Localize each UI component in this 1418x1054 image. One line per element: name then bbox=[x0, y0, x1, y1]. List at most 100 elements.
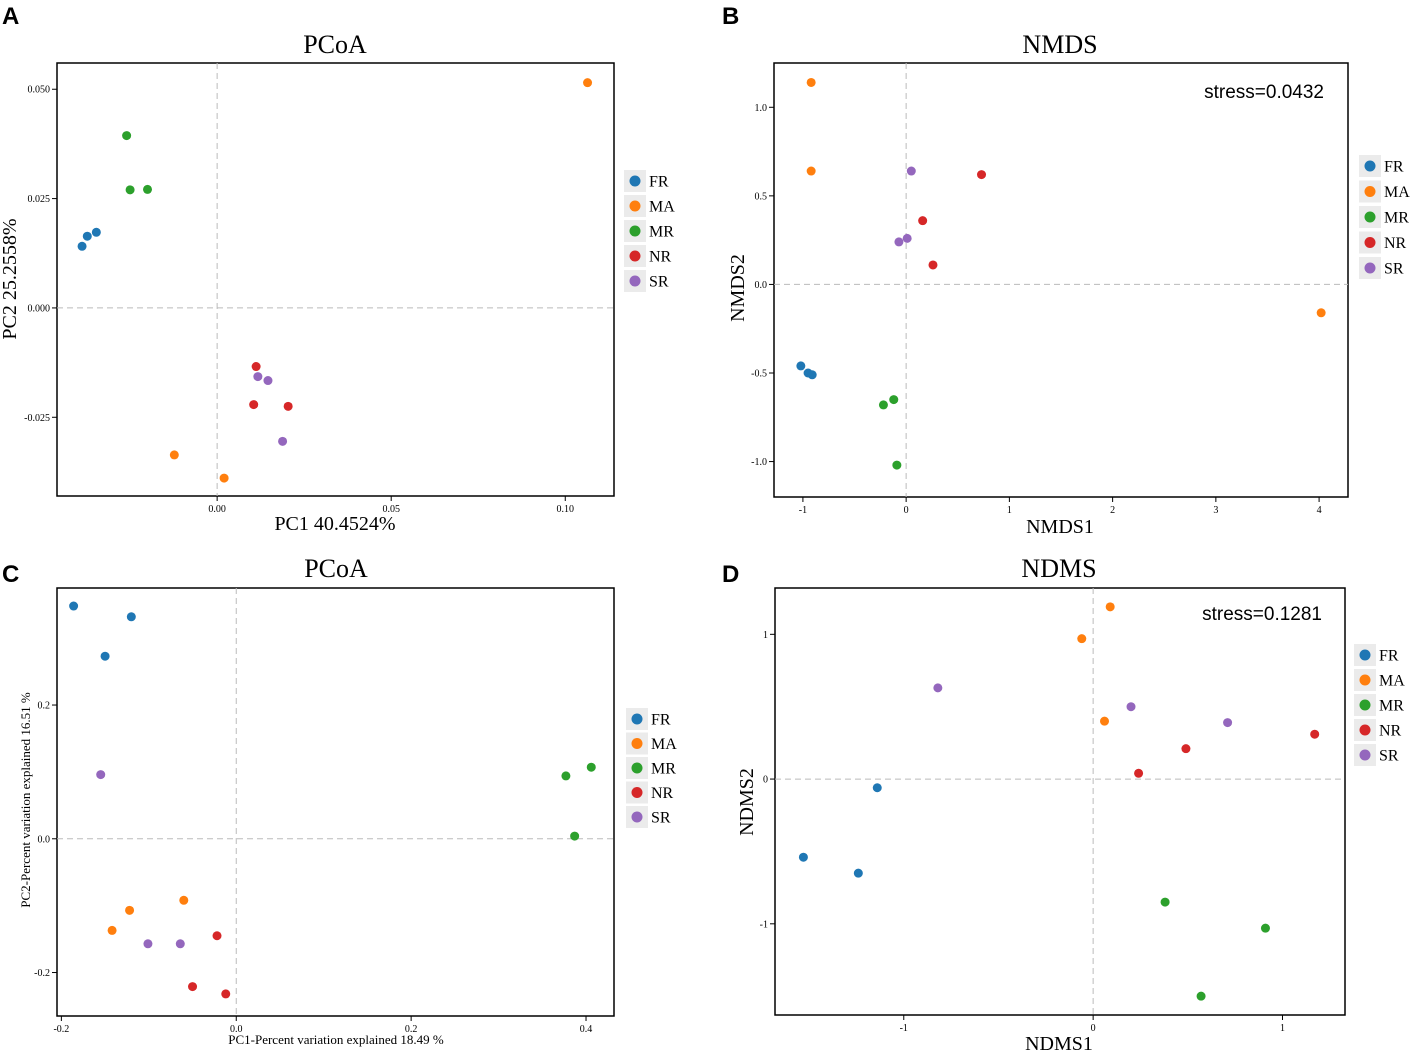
panel-b: B NMDS NMDS1 NMDS2 stress=0.0432 -1 0 1 2 3 4… bbox=[722, 3, 1410, 538]
legend-b: FR MA MR NR SR bbox=[1359, 155, 1410, 279]
x-tick-label-b: -1 bbox=[799, 505, 807, 516]
y-tick-label-d: -1 bbox=[760, 919, 768, 930]
point-sr-b bbox=[894, 237, 904, 247]
plot-frame-a bbox=[56, 62, 615, 497]
chart-title-d: NDMS bbox=[1021, 554, 1096, 583]
point-mr-a bbox=[122, 131, 132, 141]
legend-label-ma-a: MA bbox=[649, 199, 675, 216]
x-tick-label-b: 4 bbox=[1317, 505, 1322, 516]
y-axis-label-a: PC2 25.2558% bbox=[0, 218, 21, 339]
point-nr-d bbox=[1181, 744, 1191, 754]
panel-c: C PCoA PC1-Percent variation explained 1… bbox=[2, 554, 677, 1047]
legend-label-ma-d: MA bbox=[1379, 673, 1405, 690]
point-mr-b bbox=[878, 400, 888, 410]
y-tick-label-b: 0.5 bbox=[755, 191, 768, 202]
legend-c: FR MA MR NR SR bbox=[626, 708, 677, 828]
point-fr-c bbox=[69, 601, 79, 611]
point-sr-d bbox=[1126, 702, 1136, 712]
legend-marker-fr-d bbox=[1359, 649, 1371, 661]
plot-frame-d bbox=[774, 587, 1346, 1016]
legend-marker-ma-c bbox=[631, 738, 643, 749]
legend-marker-nr-d bbox=[1359, 724, 1371, 736]
point-mr-c bbox=[570, 831, 580, 841]
legend-label-ma-c: MA bbox=[651, 736, 677, 753]
point-mr-b bbox=[889, 395, 899, 405]
point-fr-a bbox=[91, 227, 101, 237]
x-tick-label-a: 0.05 bbox=[382, 504, 400, 515]
plot-frame-b bbox=[773, 62, 1349, 498]
point-fr-d bbox=[853, 868, 863, 878]
point-mr-d bbox=[1260, 923, 1270, 933]
legend-label-sr-a: SR bbox=[649, 274, 669, 291]
legend-marker-sr-a bbox=[629, 275, 641, 287]
point-ma-a bbox=[583, 78, 593, 88]
y-tick-label-d: 1 bbox=[763, 630, 768, 641]
x-tick-label-b: 3 bbox=[1213, 505, 1218, 516]
point-mr-c bbox=[561, 771, 571, 781]
y-tick-label-b: -0.5 bbox=[751, 369, 767, 380]
point-sr-b bbox=[906, 166, 916, 176]
point-ma-c bbox=[107, 925, 117, 935]
x-axis-label-d: NDMS1 bbox=[1025, 1033, 1093, 1054]
panel-a: A PCoA PC1 40.4524% PC2 25.2558% 0.00 0.0… bbox=[0, 3, 675, 535]
point-mr-c bbox=[586, 762, 596, 772]
point-sr-a bbox=[253, 372, 263, 382]
panel-letter-b: B bbox=[722, 3, 739, 30]
point-mr-a bbox=[143, 184, 153, 194]
y-tick-label-d: 0 bbox=[763, 775, 768, 786]
x-axis-label-b: NMDS1 bbox=[1026, 516, 1094, 538]
point-ma-a bbox=[219, 473, 229, 483]
point-fr-a bbox=[82, 231, 92, 241]
legend-label-sr-c: SR bbox=[651, 810, 671, 827]
point-nr-a bbox=[251, 362, 261, 372]
y-axis-label-d: NDMS2 bbox=[736, 768, 758, 836]
legend-marker-fr-c bbox=[631, 713, 643, 725]
legend-marker-sr-c bbox=[631, 811, 643, 823]
legend-label-fr-b: FR bbox=[1384, 159, 1404, 176]
panel-letter-a: A bbox=[2, 3, 19, 30]
legend-label-sr-b: SR bbox=[1384, 261, 1404, 278]
y-tick-label-b: -1.0 bbox=[751, 457, 767, 468]
x-tick-label-c: 0.4 bbox=[580, 1024, 593, 1035]
x-tick-label-a: 0.10 bbox=[557, 504, 575, 515]
legend-marker-ma-d bbox=[1359, 674, 1371, 686]
y-axis-label-c: PC2-Percent variation explained 16.51 % bbox=[18, 692, 33, 908]
legend-marker-fr-a bbox=[629, 175, 641, 187]
legend-label-sr-d: SR bbox=[1379, 748, 1399, 765]
legend-label-mr-d: MR bbox=[1379, 698, 1404, 715]
point-fr-d bbox=[872, 783, 882, 793]
legend-marker-sr-d bbox=[1359, 749, 1371, 761]
point-fr-b bbox=[796, 361, 806, 371]
point-mr-a bbox=[125, 185, 135, 195]
legend-marker-nr-b bbox=[1364, 237, 1376, 248]
legend-marker-ma-a bbox=[629, 200, 641, 212]
x-axis-label-a: PC1 40.4524% bbox=[274, 513, 395, 535]
x-tick-label-b: 2 bbox=[1110, 505, 1115, 516]
y-tick-label-a: 0.050 bbox=[28, 85, 51, 96]
stress-label-b: stress=0.0432 bbox=[1204, 82, 1324, 103]
point-fr-a bbox=[77, 241, 87, 251]
x-tick-label-d: 0 bbox=[1091, 1023, 1096, 1034]
point-nr-c bbox=[188, 982, 198, 992]
point-mr-d bbox=[1160, 897, 1170, 907]
legend-label-fr-d: FR bbox=[1379, 648, 1399, 665]
point-ma-b bbox=[1316, 308, 1326, 318]
x-tick-label-d: -1 bbox=[900, 1023, 908, 1034]
legend-label-nr-c: NR bbox=[651, 785, 674, 802]
legend-marker-sr-b bbox=[1364, 262, 1376, 274]
point-nr-b bbox=[918, 216, 928, 226]
y-tick-label-a: 0.000 bbox=[28, 303, 51, 314]
legend-d: FR MA MR NR SR bbox=[1354, 644, 1405, 766]
legend-label-ma-b: MA bbox=[1384, 184, 1410, 201]
y-tick-label-a: -0.025 bbox=[24, 413, 50, 424]
y-axis-label-b: NMDS2 bbox=[727, 254, 749, 322]
legend-label-fr-c: FR bbox=[651, 712, 671, 729]
point-sr-b bbox=[902, 233, 912, 243]
legend-label-nr-d: NR bbox=[1379, 723, 1402, 740]
point-nr-a bbox=[249, 400, 259, 410]
legend-label-mr-a: MR bbox=[649, 224, 674, 241]
point-fr-c bbox=[100, 651, 110, 661]
point-ma-d bbox=[1100, 716, 1110, 726]
point-nr-c bbox=[221, 989, 231, 999]
